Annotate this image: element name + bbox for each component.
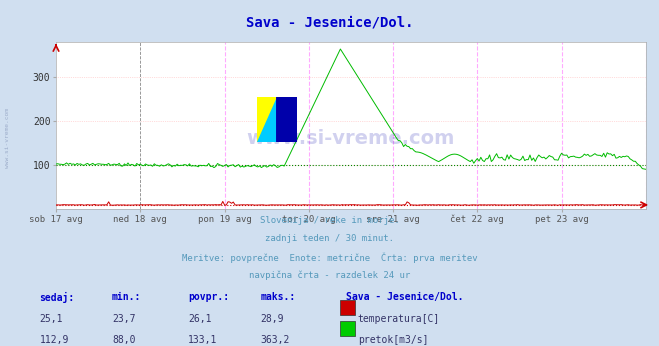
Text: 363,2: 363,2	[260, 335, 290, 345]
Text: 23,7: 23,7	[112, 314, 136, 324]
Polygon shape	[277, 97, 297, 142]
Text: temperatura[C]: temperatura[C]	[358, 314, 440, 324]
Text: Sava - Jesenice/Dol.: Sava - Jesenice/Dol.	[246, 16, 413, 29]
Text: Slovenija / reke in morje.: Slovenija / reke in morje.	[260, 216, 399, 225]
Text: pretok[m3/s]: pretok[m3/s]	[358, 335, 428, 345]
Text: 28,9: 28,9	[260, 314, 284, 324]
Text: povpr.:: povpr.:	[188, 292, 229, 302]
Text: maks.:: maks.:	[260, 292, 295, 302]
Text: 112,9: 112,9	[40, 335, 69, 345]
Text: Meritve: povprečne  Enote: metrične  Črta: prva meritev: Meritve: povprečne Enote: metrične Črta:…	[182, 252, 477, 263]
Text: www.si-vreme.com: www.si-vreme.com	[5, 108, 11, 169]
Text: 26,1: 26,1	[188, 314, 212, 324]
Text: 88,0: 88,0	[112, 335, 136, 345]
Polygon shape	[257, 97, 277, 142]
Text: Sava - Jesenice/Dol.: Sava - Jesenice/Dol.	[346, 292, 463, 302]
Text: sedaj:: sedaj:	[40, 292, 74, 303]
Text: 133,1: 133,1	[188, 335, 217, 345]
Text: www.si-vreme.com: www.si-vreme.com	[246, 129, 455, 148]
Polygon shape	[257, 97, 277, 142]
Text: navpična črta - razdelek 24 ur: navpična črta - razdelek 24 ur	[249, 270, 410, 280]
Text: min.:: min.:	[112, 292, 142, 302]
Polygon shape	[277, 97, 297, 142]
Text: 25,1: 25,1	[40, 314, 63, 324]
Text: zadnji teden / 30 minut.: zadnji teden / 30 minut.	[265, 234, 394, 243]
